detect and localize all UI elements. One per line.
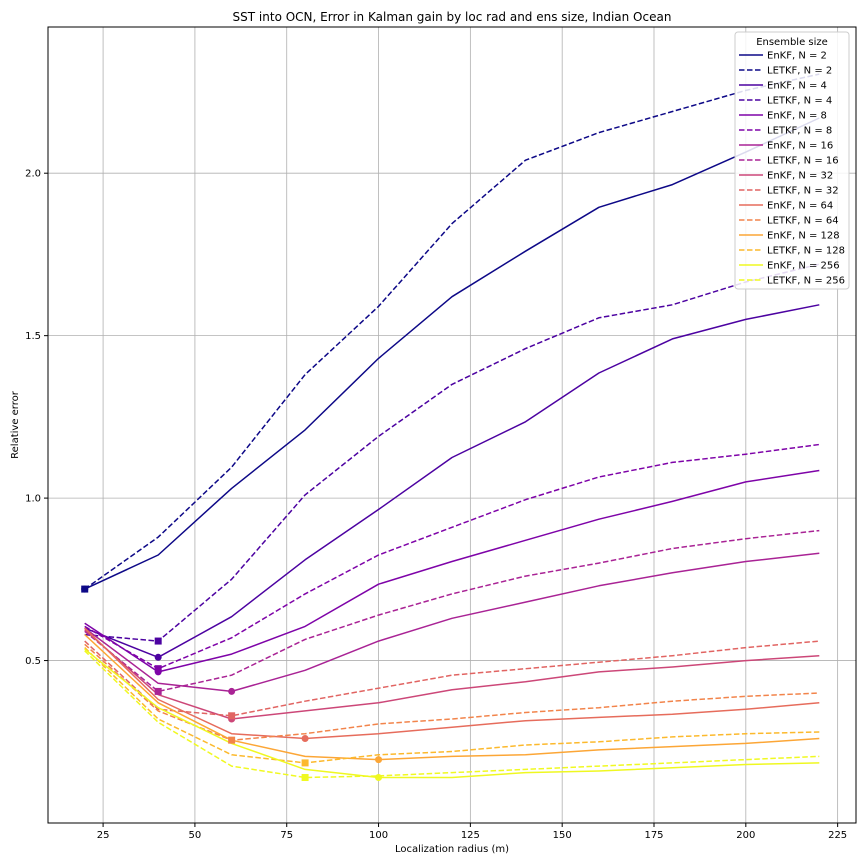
series-line-1 [84,117,820,590]
series-marker-4 [154,637,162,645]
y-tick-label: 0.5 [25,656,41,667]
series-line-6 [84,443,820,670]
x-tick-label: 150 [553,830,572,841]
legend-items: EnKF, N = 2 LETKF, N = 2 EnKF, N = 4 LETKF,… [739,51,845,287]
legend-label: LETKF, N = 64 [767,216,839,227]
x-axis-label: Localization radius (m) [395,844,509,855]
markers-layer [81,585,383,782]
x-tick-label: 175 [644,830,663,841]
series-line-9 [84,629,820,720]
x-tick-label: 100 [369,830,388,841]
y-axis-ticks: 0.5 1.0 1.5 2.0 [25,169,48,667]
x-tick-label: 225 [828,830,847,841]
series-line-10 [84,640,820,717]
x-tick-label: 75 [280,830,293,841]
legend-label: EnKF, N = 256 [767,261,840,272]
series-marker-10 [228,712,236,720]
legend-label: LETKF, N = 32 [767,186,839,197]
legend-label: EnKF, N = 2 [767,51,827,62]
series-marker-12 [228,736,236,744]
legend-label: EnKF, N = 16 [767,141,833,152]
y-axis-label: Relative error [10,390,21,459]
legend-label: LETKF, N = 8 [767,126,832,137]
series-line-4 [84,263,820,642]
x-tick-label: 25 [97,830,110,841]
series-line-5 [84,469,820,673]
series-layer [84,73,820,779]
legend-label: EnKF, N = 32 [767,171,833,182]
x-tick-label: 200 [736,830,755,841]
series-marker-14 [301,759,309,767]
series-marker-15 [375,774,383,782]
series-line-8 [84,529,820,693]
series-line-14 [84,647,820,764]
x-tick-label: 125 [461,830,480,841]
series-line-16 [84,650,820,779]
x-axis-ticks: 25 50 75 100 125 150 175 200 225 [97,823,847,841]
legend-label: EnKF, N = 4 [767,81,827,92]
plot-frame [47,26,857,824]
series-marker-3 [154,653,162,661]
series-line-12 [84,643,820,741]
y-tick-label: 2.0 [25,169,41,180]
series-line-15 [84,648,820,779]
series-line-2 [84,73,820,590]
series-marker-2 [81,585,89,593]
legend-box [734,31,850,290]
legend-label: LETKF, N = 128 [767,246,845,257]
y-tick-label: 1.0 [25,494,41,505]
series-line-7 [84,552,820,693]
series-line-13 [84,634,820,761]
legend-label: LETKF, N = 4 [767,96,832,107]
legend-label: LETKF, N = 2 [767,66,832,77]
legend-label: LETKF, N = 256 [767,276,845,287]
legend-label: LETKF, N = 16 [767,156,839,167]
series-marker-6 [154,665,162,673]
series-line-3 [84,304,820,659]
series-marker-16 [301,774,309,782]
legend-title: Ensemble size [756,37,828,48]
y-tick-label: 1.5 [25,331,41,342]
series-marker-8 [154,687,162,695]
legend-label: EnKF, N = 8 [767,111,827,122]
chart-title: SST into OCN, Error in Kalman gain by lo… [233,10,672,24]
series-line-11 [84,627,820,740]
legend-label: EnKF, N = 64 [767,201,833,212]
x-tick-label: 50 [189,830,202,841]
series-marker-7 [228,687,236,695]
series-marker-13 [375,756,383,764]
legend-label: EnKF, N = 128 [767,231,840,242]
series-marker-11 [301,735,309,743]
